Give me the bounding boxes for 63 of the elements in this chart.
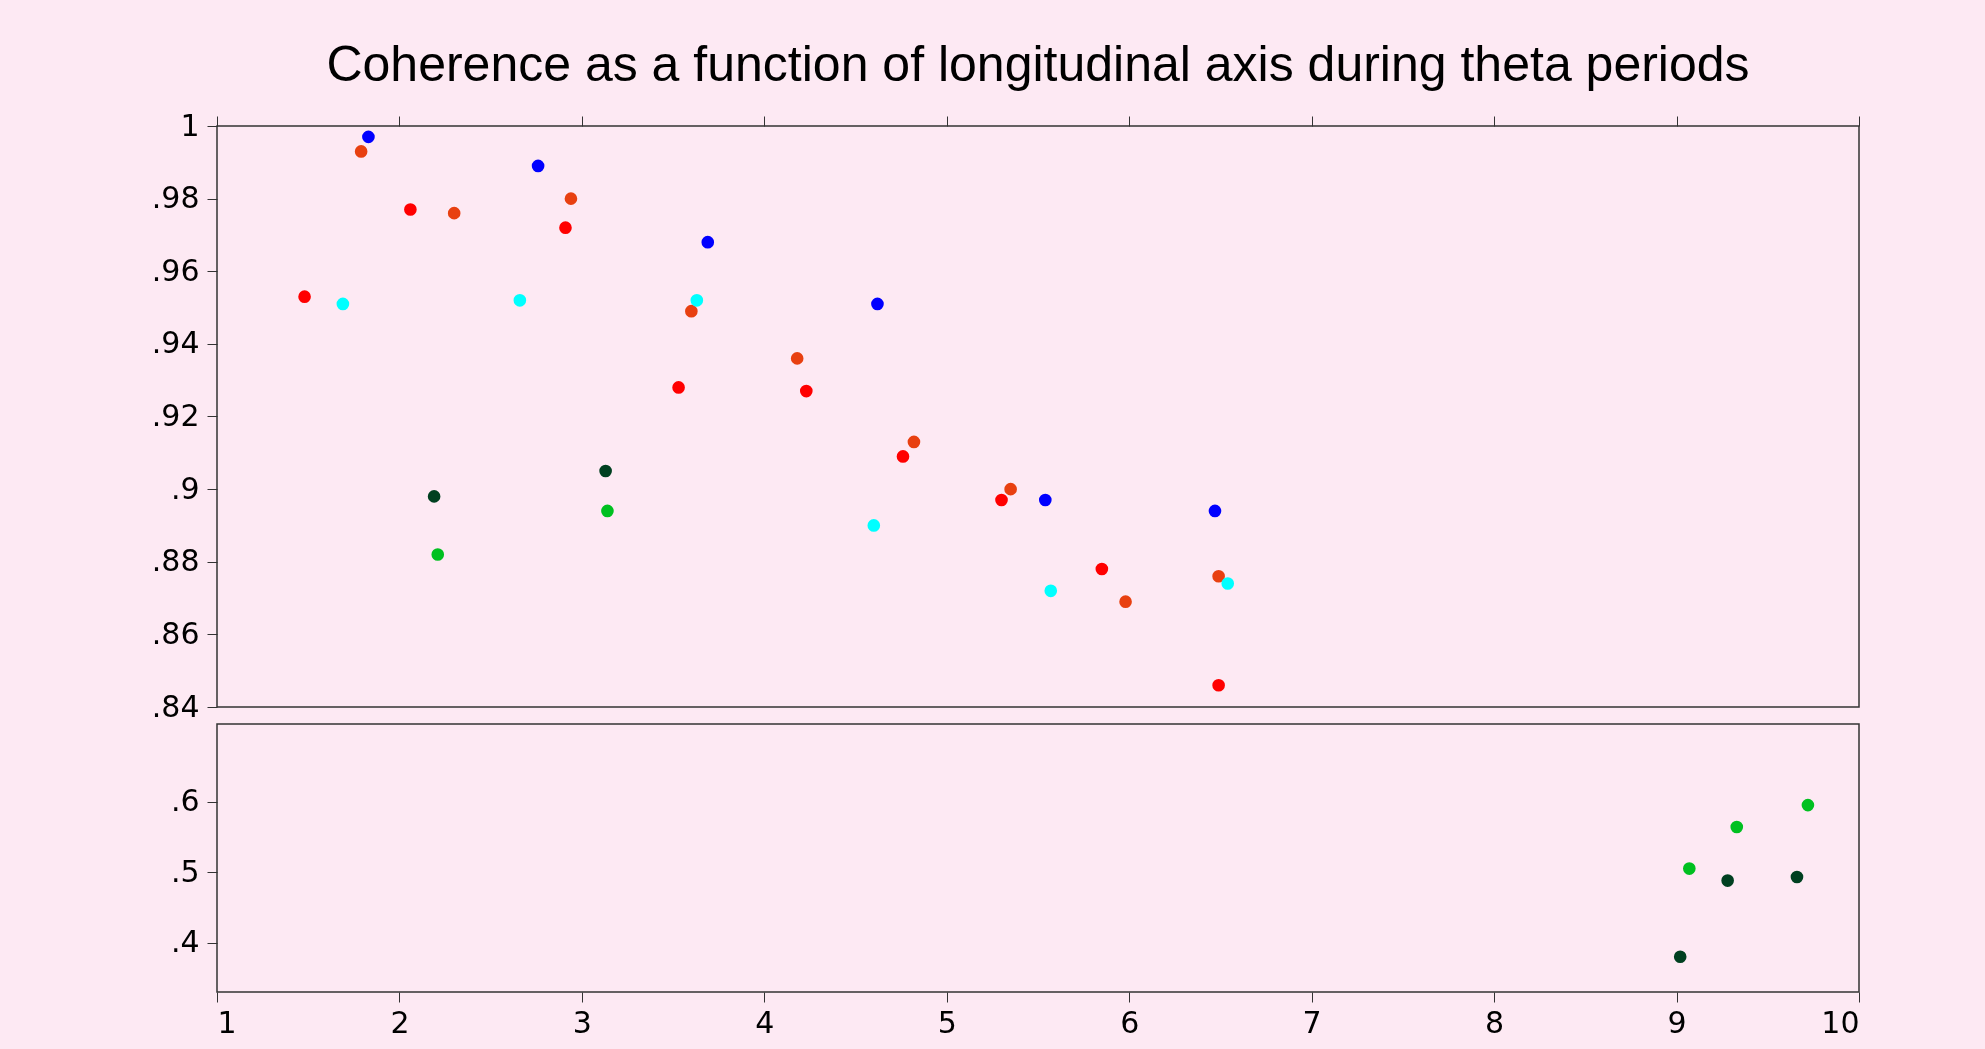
point [1673, 950, 1687, 964]
point [867, 519, 881, 532]
y-tick-label: .84 [151, 688, 200, 724]
point [1004, 482, 1017, 496]
x-tick-label: 3 [572, 1004, 592, 1040]
point [907, 435, 921, 449]
point [298, 290, 311, 303]
y-tick-label: .9 [170, 470, 200, 506]
point [685, 304, 698, 318]
point [871, 297, 884, 311]
y-tick-label: .92 [151, 398, 200, 433]
point [427, 490, 441, 503]
point [790, 352, 804, 365]
y-tick-label: .6 [170, 783, 200, 819]
x-tick-label: 2 [390, 1004, 410, 1040]
point [1038, 493, 1052, 507]
point [1683, 862, 1696, 875]
point [1801, 798, 1815, 812]
point [690, 293, 704, 307]
point [447, 206, 461, 220]
point [1212, 569, 1225, 583]
x-tick-label: 6 [1120, 1004, 1140, 1040]
point [799, 384, 813, 398]
point [701, 235, 715, 249]
y-tick-label: .96 [151, 252, 200, 288]
x-tick-label: 7 [1302, 1004, 1322, 1040]
point [1730, 820, 1744, 834]
chart-title: Coherence as a function of longitudinal axis during theta periods [326, 36, 1750, 92]
point [1721, 874, 1734, 887]
point [362, 130, 375, 144]
y-tick-label: .86 [151, 615, 200, 651]
point [564, 192, 578, 205]
point [1212, 678, 1225, 692]
x-tick-label: 10 [1821, 1004, 1860, 1040]
point [1119, 595, 1132, 609]
point [1044, 584, 1058, 598]
point [513, 293, 527, 307]
point [995, 493, 1008, 507]
point [599, 464, 612, 478]
y-tick-label: 1 [180, 107, 200, 143]
y-tick-label: .88 [151, 543, 200, 579]
point [404, 203, 417, 216]
point [354, 145, 368, 158]
x-tick-label: 9 [1667, 1004, 1687, 1040]
point [559, 221, 572, 234]
point [336, 297, 350, 311]
y-tick-label: .94 [151, 325, 200, 361]
point [1095, 562, 1109, 576]
point [431, 548, 445, 561]
x-tick-label: 8 [1485, 1004, 1505, 1040]
x-tick-label: 1 [217, 1004, 237, 1040]
point [601, 504, 614, 518]
y-tick-label: .5 [170, 853, 200, 889]
point [1790, 870, 1804, 884]
y-tick-label: .4 [170, 924, 200, 960]
point [1208, 504, 1222, 518]
point [531, 159, 545, 173]
point [672, 381, 685, 394]
y-tick-label: .98 [151, 180, 200, 216]
point [896, 450, 910, 463]
x-tick-label: 4 [755, 1004, 775, 1040]
point [1221, 577, 1235, 590]
x-tick-label: 5 [937, 1004, 957, 1040]
